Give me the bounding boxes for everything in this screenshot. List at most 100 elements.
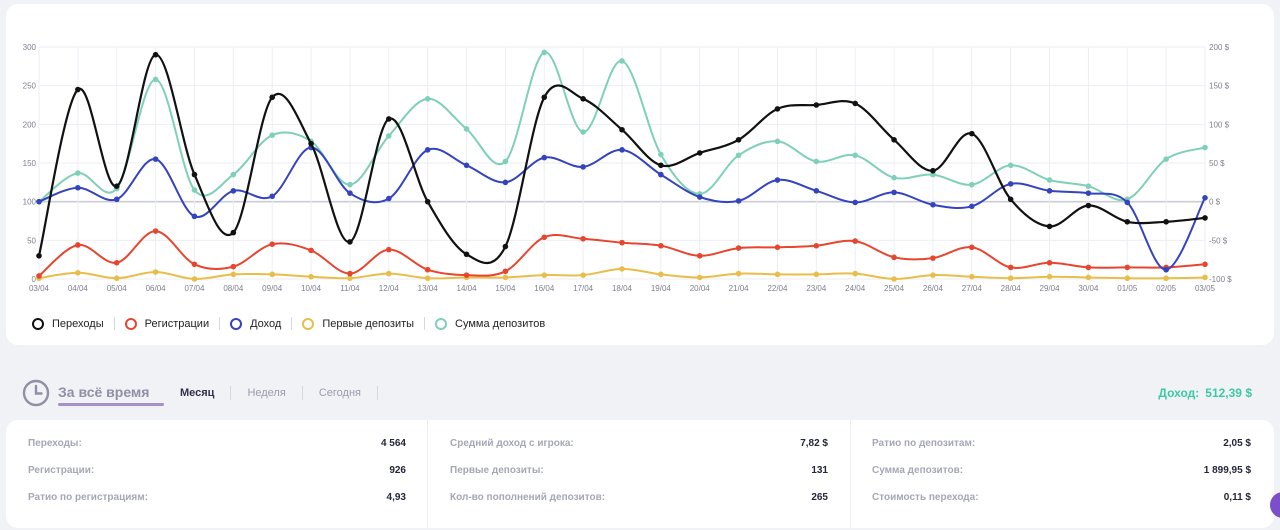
data-point-deposit-sum bbox=[619, 58, 625, 64]
stat-row: Сумма депозитов: 1 899,95 $ bbox=[872, 460, 1251, 480]
stat-row: Ратио по регистрациям: 4,93 bbox=[28, 487, 406, 507]
data-point-income bbox=[463, 162, 470, 169]
data-point-income bbox=[1085, 190, 1092, 196]
y-right-tick-label: 100 $ bbox=[1209, 120, 1230, 129]
data-point-registrations bbox=[1124, 264, 1131, 271]
data-point-registrations bbox=[308, 247, 314, 254]
data-point-deposit-sum bbox=[930, 171, 936, 178]
x-tick-label: 16/04 bbox=[534, 284, 555, 293]
data-point-transitions bbox=[463, 251, 470, 258]
stat-row: Регистрации: 926 bbox=[28, 460, 406, 480]
chart-legend: Переходы Регистрации Доход Первые депози… bbox=[32, 317, 545, 330]
stat-value: 926 bbox=[389, 464, 406, 476]
data-point-income bbox=[191, 213, 198, 220]
legend-item-transitions[interactable]: Переходы bbox=[32, 317, 104, 330]
stat-label: Ратио по депозитам: bbox=[872, 437, 976, 449]
legend-marker-icon bbox=[302, 317, 315, 330]
data-point-deposit-sum bbox=[269, 132, 276, 138]
x-tick-label: 29/04 bbox=[1040, 284, 1061, 293]
chat-button[interactable] bbox=[1270, 492, 1280, 518]
data-point-transitions bbox=[580, 96, 586, 102]
data-point-registrations bbox=[36, 273, 42, 279]
tab-today[interactable]: Сегодня bbox=[318, 387, 361, 399]
data-point-transitions bbox=[541, 94, 548, 101]
legend-item-first-deposits[interactable]: Первые депозиты bbox=[302, 317, 414, 330]
data-point-income bbox=[852, 199, 858, 206]
legend-marker-icon bbox=[435, 317, 448, 330]
data-point-deposit-sum bbox=[1163, 156, 1169, 162]
data-point-transitions bbox=[75, 86, 81, 93]
data-point-registrations bbox=[75, 242, 81, 248]
data-point-registrations bbox=[580, 235, 586, 242]
column-divider bbox=[850, 420, 851, 528]
stats-column-2: Средний доход с игрока: 7,82 $ Первые де… bbox=[450, 420, 828, 528]
stat-row: Переходы: 4 564 bbox=[28, 433, 406, 453]
data-point-first-deposits bbox=[191, 276, 198, 282]
x-tick-label: 30/04 bbox=[1078, 284, 1099, 293]
x-tick-label: 06/04 bbox=[146, 284, 167, 293]
data-point-deposit-sum bbox=[1046, 177, 1053, 183]
legend-item-deposit-sum[interactable]: Сумма депозитов bbox=[435, 317, 545, 330]
x-tick-label: 13/04 bbox=[418, 284, 439, 293]
data-point-deposit-sum bbox=[813, 158, 820, 165]
x-tick-label: 03/05 bbox=[1195, 284, 1216, 293]
x-tick-label: 22/04 bbox=[767, 284, 788, 293]
data-point-income bbox=[930, 201, 936, 208]
stat-label: Стоимость перехода: bbox=[872, 491, 979, 503]
data-point-registrations bbox=[1085, 264, 1092, 271]
stat-label: Регистрации: bbox=[28, 464, 95, 476]
x-tick-label: 04/04 bbox=[68, 284, 89, 293]
data-point-transitions bbox=[930, 167, 936, 174]
period-all-time-tab[interactable]: За всё время bbox=[58, 384, 150, 400]
data-point-transitions bbox=[696, 150, 703, 156]
y-right-tick-label: -100 $ bbox=[1209, 275, 1232, 284]
x-tick-label: 02/05 bbox=[1156, 284, 1177, 293]
stats-column-1: Переходы: 4 564 Регистрации: 926 Ратио п… bbox=[28, 420, 406, 528]
stat-label: Переходы: bbox=[28, 437, 82, 449]
data-point-first-deposits bbox=[386, 270, 392, 277]
x-tick-label: 05/04 bbox=[107, 284, 128, 293]
period-selector: За всё время Месяц Неделя Сегодня Доход:… bbox=[0, 374, 1280, 414]
data-point-first-deposits bbox=[1085, 274, 1092, 281]
data-point-income bbox=[619, 147, 625, 153]
data-point-registrations bbox=[502, 268, 509, 275]
y-right-tick-label: 50 $ bbox=[1209, 159, 1225, 168]
data-point-transitions bbox=[424, 198, 431, 205]
data-point-registrations bbox=[930, 255, 936, 261]
tab-month[interactable]: Месяц bbox=[180, 387, 215, 399]
data-point-transitions bbox=[774, 106, 781, 112]
data-point-registrations bbox=[386, 246, 392, 253]
tab-week[interactable]: Неделя bbox=[247, 387, 286, 399]
x-tick-label: 19/04 bbox=[651, 284, 672, 293]
clock-icon bbox=[22, 379, 50, 407]
data-point-deposit-sum bbox=[347, 181, 353, 188]
data-point-transitions bbox=[191, 171, 198, 178]
legend-marker-icon bbox=[230, 317, 243, 330]
data-point-deposit-sum bbox=[658, 151, 664, 158]
data-point-deposit-sum bbox=[580, 129, 586, 135]
y-left-tick-label: 150 bbox=[23, 159, 37, 168]
y-left-tick-label: 250 bbox=[23, 82, 37, 91]
legend-item-income[interactable]: Доход bbox=[230, 317, 281, 330]
data-point-income bbox=[113, 196, 120, 203]
data-point-income bbox=[152, 156, 159, 162]
data-point-transitions bbox=[386, 116, 392, 122]
tab-divider bbox=[376, 386, 378, 400]
data-point-transitions bbox=[891, 137, 897, 143]
legend-divider bbox=[291, 317, 293, 330]
data-point-income bbox=[1124, 199, 1131, 206]
data-point-deposit-sum bbox=[502, 158, 509, 165]
data-point-transitions bbox=[969, 130, 975, 137]
stat-label: Средний доход с игрока: bbox=[450, 437, 574, 449]
data-point-deposit-sum bbox=[891, 174, 897, 181]
data-point-registrations bbox=[152, 228, 159, 234]
data-point-first-deposits bbox=[1007, 275, 1014, 282]
x-tick-label: 27/04 bbox=[962, 284, 983, 293]
data-point-income bbox=[541, 154, 548, 161]
legend-item-registrations[interactable]: Регистрации bbox=[124, 317, 209, 330]
data-point-first-deposits bbox=[113, 275, 120, 282]
data-point-registrations bbox=[1202, 261, 1208, 268]
data-point-first-deposits bbox=[1202, 274, 1208, 281]
y-right-tick-label: 0 $ bbox=[1209, 198, 1221, 207]
x-tick-label: 03/04 bbox=[29, 284, 50, 293]
